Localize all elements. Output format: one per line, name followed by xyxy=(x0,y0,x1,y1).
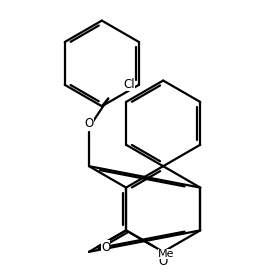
Text: Me: Me xyxy=(158,249,175,259)
Text: Cl: Cl xyxy=(123,78,135,91)
Text: O: O xyxy=(101,241,110,254)
Text: O: O xyxy=(84,117,94,130)
Text: O: O xyxy=(158,255,168,268)
